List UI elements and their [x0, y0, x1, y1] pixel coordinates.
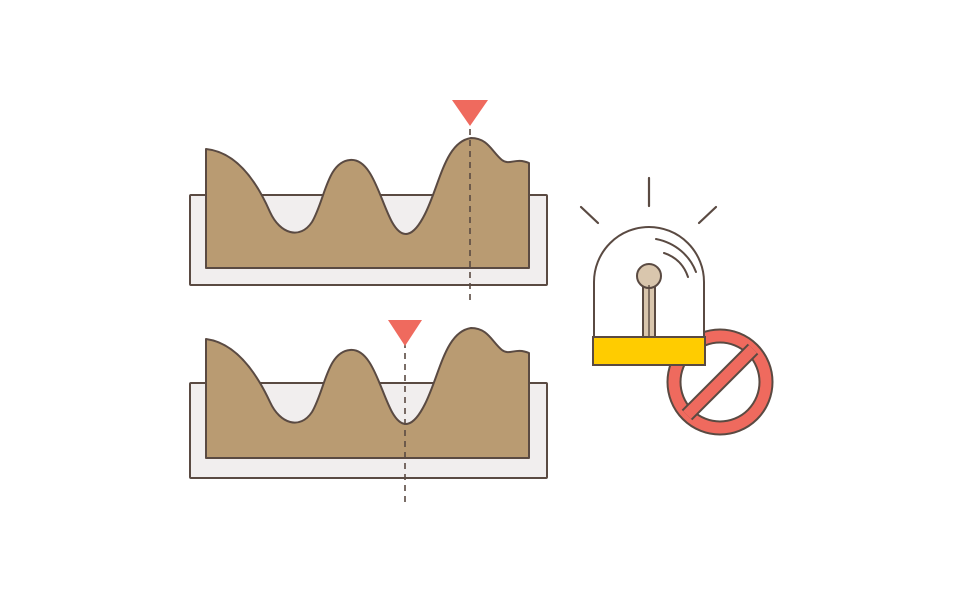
alarm-base — [592, 336, 706, 366]
alarm-ray-left — [579, 205, 600, 225]
top-triangle-marker — [452, 100, 488, 126]
prohibited-ring-fill — [668, 330, 772, 434]
alarm-beacon-icon — [579, 176, 718, 366]
bottom-terrain-profile — [205, 327, 530, 459]
bottom-terrain-panel — [189, 320, 548, 502]
top-terrain-profile — [205, 137, 530, 269]
alarm-dome-shine-outer — [655, 238, 697, 273]
alarm-ray-right — [697, 205, 718, 225]
top-terrain-panel — [189, 100, 548, 300]
alarm-bulb-head — [636, 263, 662, 289]
alarm-disabled-group — [579, 176, 774, 436]
prohibited-icon — [666, 328, 774, 436]
prohibited-slash-fill — [683, 345, 757, 419]
alarm-dome-shine — [663, 252, 689, 278]
bottom-triangle-marker — [388, 320, 422, 346]
